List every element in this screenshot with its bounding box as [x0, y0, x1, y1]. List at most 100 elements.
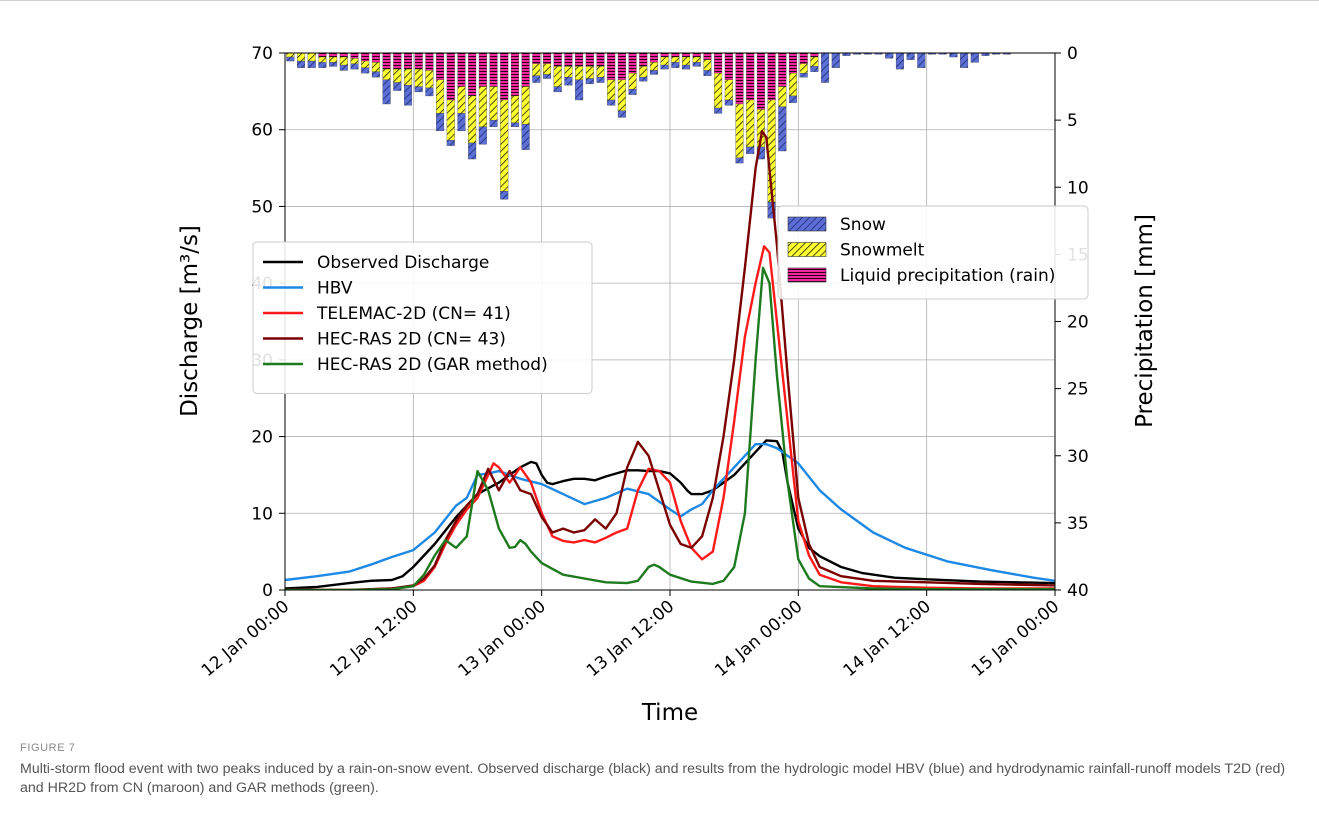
- snow-bar: [714, 107, 723, 114]
- snow-bar: [799, 72, 808, 78]
- snow-bar: [617, 110, 626, 118]
- snowmelt-bar: [361, 60, 370, 68]
- rain-bar: [532, 53, 541, 64]
- figure-label: FIGURE 7: [20, 742, 76, 754]
- snowmelt-bar: [607, 79, 616, 101]
- snow-bar: [425, 87, 434, 97]
- snowmelt-bar: [318, 56, 327, 63]
- rain-bar: [788, 53, 797, 74]
- rain-bar: [436, 53, 445, 81]
- precipitation-bars: [286, 53, 1011, 219]
- snowmelt-bar: [393, 68, 402, 83]
- snow-bar: [478, 126, 487, 145]
- snowmelt-bar: [799, 63, 808, 74]
- rain-bar: [682, 53, 691, 58]
- snowmelt-bar: [382, 68, 391, 81]
- y2-tick-label: 35: [1067, 514, 1089, 534]
- snow-bar: [585, 78, 594, 85]
- snowmelt-bar: [436, 79, 445, 114]
- snow-bar: [382, 79, 391, 105]
- snowmelt-bar: [553, 66, 562, 87]
- x-tick-label: 12 Jan 00:00: [198, 597, 293, 682]
- rain-bar: [628, 53, 637, 74]
- y-tick-label: 60: [251, 121, 273, 141]
- snow-bar: [457, 113, 466, 132]
- rain-bar: [703, 53, 712, 60]
- x-tick-label: 15 Jan 00:00: [968, 597, 1063, 682]
- rain-bar: [714, 53, 723, 74]
- rain-bar: [596, 53, 605, 67]
- snow-bar: [981, 53, 990, 56]
- snowmelt-bar: [703, 59, 712, 71]
- rain-bar: [361, 53, 370, 62]
- legend-line-label: HEC-RAS 2D (GAR method): [317, 355, 548, 375]
- snowmelt-bar: [628, 72, 637, 90]
- rain-bar: [810, 53, 819, 58]
- snowmelt-bar: [286, 53, 295, 58]
- rain-bar: [543, 53, 552, 64]
- y2-tick-label: 5: [1067, 111, 1078, 131]
- rain-bar: [553, 53, 562, 67]
- snow-bar: [735, 157, 744, 164]
- rain-bar: [735, 53, 744, 105]
- snow-bar: [596, 77, 605, 83]
- snowmelt-bar: [403, 68, 412, 86]
- rain-bar: [671, 53, 680, 58]
- snow-bar: [970, 53, 979, 63]
- snow-bar: [692, 62, 701, 67]
- snowmelt-bar: [692, 56, 701, 63]
- snowmelt-bar: [724, 79, 733, 101]
- snow-bar: [885, 53, 894, 59]
- legend-line-label: TELEMAC-2D (CN= 41): [316, 304, 511, 324]
- rain-bar: [478, 53, 487, 87]
- snowmelt-bar: [617, 79, 626, 111]
- line-legend-box: [252, 241, 593, 394]
- snow-bar: [297, 60, 306, 68]
- snow-bar: [831, 53, 840, 68]
- legend-line-label: HBV: [317, 279, 353, 299]
- snowmelt-bar: [500, 99, 509, 192]
- y2-tick-label: 0: [1067, 44, 1078, 64]
- x-tick-label: 14 Jan 12:00: [840, 597, 935, 682]
- snow-bar: [960, 53, 969, 68]
- snow-bar: [895, 53, 904, 70]
- snow-bar: [489, 119, 498, 127]
- snow-bar: [329, 62, 338, 67]
- series-hec-ras-2d-cn-43: [285, 130, 1055, 590]
- y2-tick-label: 25: [1067, 380, 1089, 400]
- snowmelt-bar: [639, 66, 648, 78]
- y2-tick-label: 10: [1067, 178, 1089, 198]
- x-tick-label: 12 Jan 12:00: [326, 597, 421, 682]
- snowmelt-bar: [671, 56, 680, 63]
- line-legend: Observed Discharge HBV TELEMAC-2D (CN= 41)…: [252, 241, 593, 394]
- rain-bar: [500, 53, 509, 101]
- precipitation-legend: Snow Snowmelt Liquid precipitation (rain): [777, 205, 1089, 300]
- x-tick-label: 14 Jan 00:00: [711, 597, 806, 682]
- snow-bar: [639, 77, 648, 82]
- snow-bar: [350, 63, 359, 70]
- snow-bar: [949, 53, 958, 58]
- snowmelt-bar: [329, 56, 338, 63]
- snow-bar: [553, 86, 562, 93]
- rain-bar: [446, 53, 455, 101]
- rain-bar: [489, 53, 498, 87]
- snow-bar: [671, 62, 680, 68]
- legend-bar-label: Liquid precipitation (rain): [840, 266, 1055, 286]
- snow-bar: [874, 53, 883, 55]
- rain-bar: [382, 53, 391, 70]
- x-axis-label: Time: [641, 700, 698, 726]
- rain-bar: [778, 53, 787, 87]
- snow-bar: [724, 99, 733, 106]
- snow-bar: [917, 53, 926, 68]
- snow-bar: [682, 64, 691, 70]
- snow-bar: [371, 71, 380, 78]
- snow-bar: [906, 53, 915, 60]
- snow-bar: [468, 142, 477, 160]
- snowmelt-bar: [649, 62, 658, 71]
- x-tick-label: 13 Jan 00:00: [455, 597, 550, 682]
- y-tick-label: 50: [251, 197, 273, 217]
- snow-bar: [778, 106, 787, 152]
- snow-bar: [938, 53, 947, 55]
- snow-bar: [863, 53, 872, 55]
